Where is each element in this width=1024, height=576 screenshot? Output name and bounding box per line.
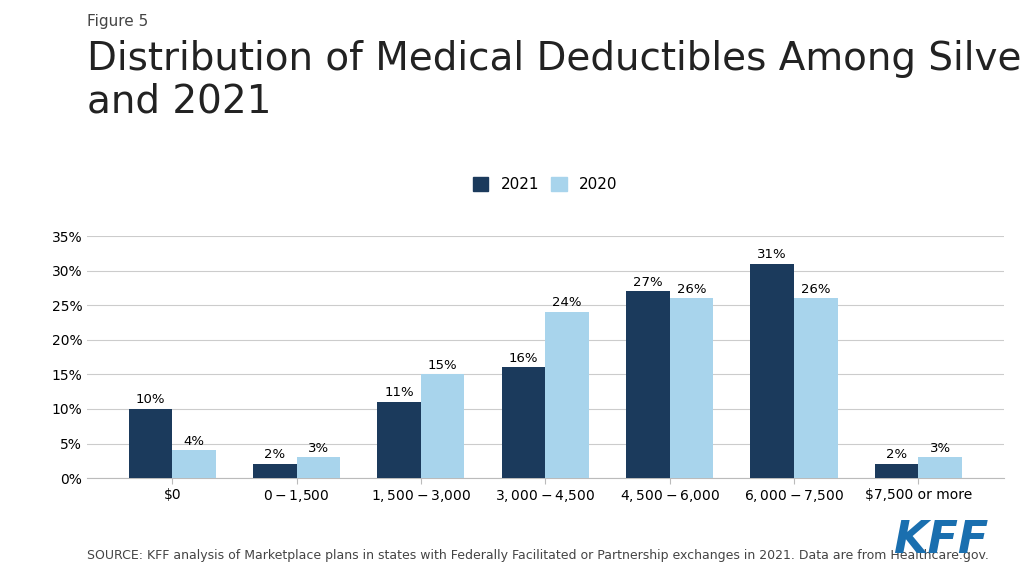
Bar [794,298,838,478]
Bar [421,374,465,478]
Bar [670,298,713,478]
Legend: 2021, 2020: 2021, 2020 [467,171,624,199]
Bar [919,457,962,478]
Bar [626,291,670,478]
Text: 26%: 26% [801,283,830,295]
Text: 11%: 11% [384,386,414,399]
Text: Distribution of Medical Deductibles Among Silver Plans, 2020
and 2021: Distribution of Medical Deductibles Amon… [87,40,1024,121]
Text: 2%: 2% [264,449,286,461]
Bar [297,457,340,478]
Bar [253,464,297,478]
Text: SOURCE: KFF analysis of Marketplace plans in states with Federally Facilitated o: SOURCE: KFF analysis of Marketplace plan… [87,548,989,562]
Bar [502,367,546,478]
Text: 4%: 4% [183,435,205,448]
Text: 3%: 3% [308,442,329,454]
Bar [751,264,794,478]
Bar [546,312,589,478]
Text: 26%: 26% [677,283,707,295]
Text: 31%: 31% [758,248,787,261]
Text: 27%: 27% [633,276,663,289]
Bar [129,409,172,478]
Text: KFF: KFF [893,518,988,562]
Text: 10%: 10% [136,393,165,406]
Text: 3%: 3% [930,442,950,454]
Bar [378,402,421,478]
Text: Figure 5: Figure 5 [87,14,148,29]
Bar [172,450,216,478]
Text: 16%: 16% [509,352,539,365]
Text: 24%: 24% [552,297,582,309]
Text: 15%: 15% [428,359,458,372]
Text: 2%: 2% [886,449,907,461]
Bar [874,464,919,478]
